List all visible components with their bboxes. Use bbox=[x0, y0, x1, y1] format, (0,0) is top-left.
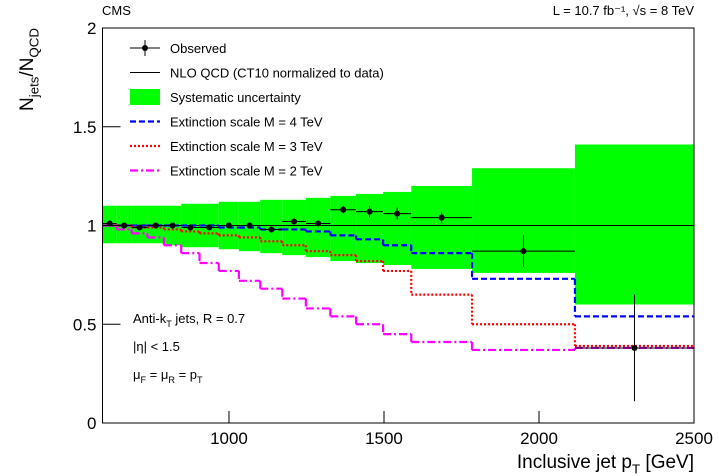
text-part: μ bbox=[133, 367, 141, 382]
data-point bbox=[268, 226, 275, 233]
subscript: T bbox=[632, 462, 640, 476]
uncertainty-band bbox=[411, 186, 473, 269]
plot-area bbox=[102, 144, 694, 402]
x-tick-label: 2000 bbox=[520, 429, 558, 448]
y-axis-label: Njets/NQCD bbox=[17, 28, 42, 111]
data-point bbox=[169, 222, 176, 229]
data-point bbox=[520, 248, 527, 255]
text-part: jets, R = 0.7 bbox=[172, 311, 245, 326]
uncertainty-band bbox=[574, 144, 694, 305]
uncertainty-band bbox=[305, 197, 331, 258]
x-tick-label: 1000 bbox=[210, 429, 248, 448]
legend-symbol bbox=[142, 45, 148, 51]
data-point bbox=[394, 210, 401, 217]
data-point bbox=[187, 224, 194, 231]
annotation: Anti-kT jets, R = 0.7 bbox=[133, 311, 245, 329]
uncertainty-band bbox=[356, 193, 384, 264]
uncertainty-band bbox=[383, 191, 412, 265]
legend-label: Extinction scale M = 4 TeV bbox=[170, 115, 323, 130]
legend-symbol bbox=[130, 89, 160, 105]
annotation: |η| < 1.5 bbox=[133, 339, 180, 354]
text-part: |η| < 1.5 bbox=[133, 339, 180, 354]
subscript: T bbox=[166, 319, 172, 329]
legend-label: Systematic uncertainty bbox=[170, 90, 301, 105]
data-point bbox=[121, 222, 128, 229]
legend-label: Extinction scale M = 3 TeV bbox=[170, 139, 323, 154]
text-part: = μ bbox=[146, 367, 168, 382]
subscript: T bbox=[197, 375, 203, 385]
y-tick-label: 0 bbox=[87, 414, 96, 433]
subscript: R bbox=[168, 375, 175, 385]
subscript: F bbox=[141, 375, 147, 385]
text-part: Anti-k bbox=[133, 311, 167, 326]
x-tick-label: 1500 bbox=[365, 429, 403, 448]
data-point bbox=[291, 218, 298, 225]
experiment-label: CMS bbox=[102, 3, 131, 18]
data-point bbox=[366, 208, 373, 215]
subscript: jets bbox=[27, 76, 42, 98]
y-tick-label: 0.5 bbox=[73, 315, 97, 334]
data-point bbox=[136, 224, 143, 231]
x-axis-label: Inclusive jet pT [GeV] bbox=[517, 452, 694, 476]
y-tick-label: 2 bbox=[87, 19, 96, 38]
text-part: Inclusive jet p bbox=[517, 452, 632, 473]
data-point bbox=[225, 222, 232, 229]
legend-label: Observed bbox=[170, 41, 226, 56]
luminosity-label: L = 10.7 fb⁻¹, √s = 8 TeV bbox=[553, 3, 695, 18]
data-point bbox=[206, 224, 213, 231]
data-point bbox=[246, 222, 253, 229]
legend-label: Extinction scale M = 2 TeV bbox=[170, 164, 323, 179]
y-tick-label: 1 bbox=[87, 217, 96, 236]
text-part: N bbox=[17, 97, 38, 111]
data-point bbox=[152, 222, 159, 229]
text-part: = p bbox=[175, 367, 197, 382]
data-point bbox=[631, 344, 638, 351]
data-point bbox=[438, 214, 445, 221]
uncertainty-band bbox=[330, 195, 357, 262]
legend-label: NLO QCD (CT10 normalized to data) bbox=[170, 66, 384, 81]
y-tick-label: 1.5 bbox=[73, 118, 97, 137]
data-point bbox=[315, 220, 322, 227]
data-point bbox=[340, 206, 347, 213]
subscript: QCD bbox=[27, 28, 42, 58]
text-part: [GeV] bbox=[640, 452, 694, 473]
annotation: μF = μR = pT bbox=[133, 367, 203, 385]
uncertainty-band bbox=[282, 199, 306, 256]
text-part: /N bbox=[17, 58, 38, 77]
x-tick-label: 2500 bbox=[675, 429, 713, 448]
